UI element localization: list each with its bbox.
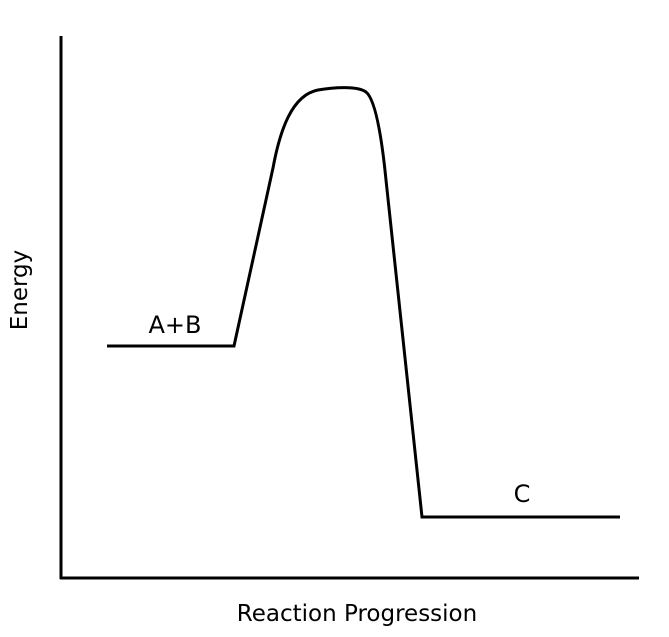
y-axis-label: Energy	[7, 250, 33, 331]
x-axis-label: Reaction Progression	[237, 601, 477, 627]
reactants-label: A+B	[149, 311, 202, 339]
energy-profile-curve	[107, 86, 620, 519]
products-label: C	[514, 480, 531, 508]
